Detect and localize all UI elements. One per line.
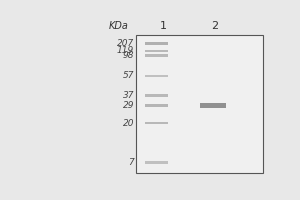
Bar: [146, 122, 168, 124]
Bar: [146, 161, 168, 164]
Text: 2: 2: [211, 21, 218, 31]
Bar: [200, 103, 226, 108]
Bar: [136, 35, 263, 173]
Text: 119: 119: [117, 46, 134, 55]
Text: 207: 207: [117, 39, 134, 48]
Text: 1: 1: [160, 21, 167, 31]
Text: 57: 57: [122, 71, 134, 80]
Text: 7: 7: [128, 158, 134, 167]
Bar: [146, 54, 168, 57]
Bar: [146, 50, 168, 52]
Text: 29: 29: [122, 101, 134, 110]
Bar: [146, 94, 168, 97]
Text: 37: 37: [122, 91, 134, 100]
Text: 98: 98: [122, 51, 134, 60]
Text: 20: 20: [122, 119, 134, 128]
Bar: [146, 42, 168, 45]
Text: KDa: KDa: [108, 21, 128, 31]
Bar: [146, 75, 168, 77]
Bar: [146, 104, 168, 107]
